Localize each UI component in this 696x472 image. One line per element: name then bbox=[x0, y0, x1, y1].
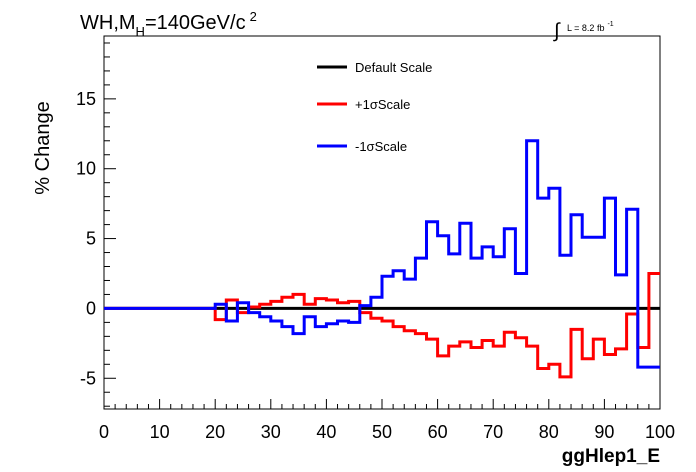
x-tick-label: 10 bbox=[150, 422, 170, 442]
plot-title: WH,MH=140GeV/c 2 bbox=[80, 9, 257, 39]
series-layer bbox=[104, 139, 660, 379]
x-tick-label: 20 bbox=[205, 422, 225, 442]
legend: Default Scale +1σScale -1σScale bbox=[317, 60, 432, 154]
y-tick-label: 5 bbox=[86, 229, 96, 249]
y-tick-label: 10 bbox=[76, 159, 96, 179]
legend-label-plus: +1σScale bbox=[355, 97, 410, 112]
x-tick-label: 40 bbox=[316, 422, 336, 442]
legend-label-default: Default Scale bbox=[355, 60, 432, 75]
x-tick-label: 60 bbox=[428, 422, 448, 442]
y-tick-label: -5 bbox=[80, 368, 96, 388]
ticks-layer: 0 10 20 30 40 50 60 70 80 90 100 -5 0 5 10 15 bbox=[76, 42, 675, 442]
integral-sign: ∫ bbox=[553, 20, 561, 42]
x-axis-label: ggHlep1_E bbox=[562, 446, 660, 467]
x-tick-label: 80 bbox=[539, 422, 559, 442]
x-tick-label: 0 bbox=[99, 422, 109, 442]
x-tick-label: 50 bbox=[372, 422, 392, 442]
frame bbox=[103, 35, 661, 410]
x-tick-label: 70 bbox=[483, 422, 503, 442]
series-line-2 bbox=[104, 139, 660, 369]
y-tick-label: 15 bbox=[76, 89, 96, 109]
luminosity-label: L = 8.2 fb -1 bbox=[567, 21, 614, 33]
y-axis-label: % Change bbox=[32, 101, 54, 194]
legend-label-minus: -1σScale bbox=[355, 139, 407, 154]
y-tick-label: 0 bbox=[86, 298, 96, 318]
x-tick-label: 90 bbox=[594, 422, 614, 442]
x-tick-label: 30 bbox=[261, 422, 281, 442]
x-tick-label: 100 bbox=[645, 422, 675, 442]
